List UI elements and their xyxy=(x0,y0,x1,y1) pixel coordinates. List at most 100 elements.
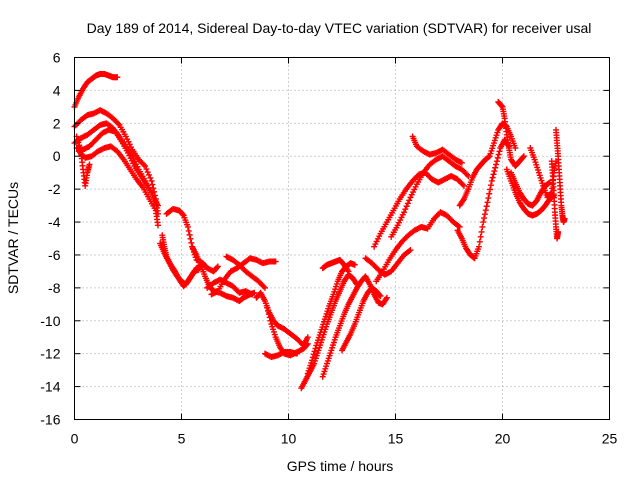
series-arc-17 xyxy=(298,271,360,392)
data-point xyxy=(406,197,413,204)
series-arc-16 xyxy=(261,349,301,360)
series-arc-22 xyxy=(362,247,414,278)
y-tick-label: -6 xyxy=(48,247,61,263)
series-arc-34 xyxy=(548,158,562,242)
data-point xyxy=(114,74,121,81)
data-point xyxy=(486,190,493,197)
data-point xyxy=(377,293,384,300)
data-point xyxy=(484,199,491,206)
y-axis-title: SDTVAR / TECUs xyxy=(5,182,21,294)
data-point xyxy=(512,145,519,151)
data-point xyxy=(272,258,279,265)
data-point xyxy=(460,182,467,189)
data-point xyxy=(310,351,317,358)
data-point xyxy=(376,292,383,299)
data-point xyxy=(145,171,152,178)
y-tick-label: -4 xyxy=(48,214,61,230)
data-point xyxy=(144,169,151,176)
data-point xyxy=(456,223,463,230)
data-point xyxy=(179,211,186,218)
data-point xyxy=(214,263,221,270)
y-tick-label: -12 xyxy=(40,346,60,362)
data-point xyxy=(496,148,503,155)
data-point xyxy=(86,161,93,168)
data-point xyxy=(406,248,413,255)
data-point xyxy=(480,219,487,226)
data-point xyxy=(494,154,501,161)
data-point xyxy=(383,294,390,301)
plot-frame xyxy=(74,57,610,420)
data-point xyxy=(186,231,193,238)
chart-title: Day 189 of 2014, Sidereal Day-to-day VTE… xyxy=(87,20,592,36)
data-point xyxy=(455,222,462,229)
data-point xyxy=(304,340,311,347)
data-point xyxy=(345,268,352,275)
data-point xyxy=(482,207,489,214)
series-arc-26 xyxy=(409,133,465,166)
x-tick-label: 0 xyxy=(71,431,79,447)
y-tick-labels: 6 4 2 0 -2 -4 -6 -8 -10 -12 -14 -16 xyxy=(40,50,60,428)
data-point xyxy=(142,163,149,170)
data-point xyxy=(476,238,483,245)
series-arc-9 xyxy=(157,240,202,288)
data-point xyxy=(477,233,484,240)
data-point xyxy=(481,211,488,218)
data-point xyxy=(249,291,256,298)
data-point xyxy=(475,243,482,250)
series-arc-33 xyxy=(553,126,568,226)
data-point xyxy=(520,154,527,161)
data-point xyxy=(492,164,499,171)
data-point xyxy=(403,203,410,210)
y-tick-label: -8 xyxy=(48,280,61,296)
x-tick-label: 15 xyxy=(388,431,404,447)
x-tick-label: 5 xyxy=(178,431,186,447)
axis-ticks xyxy=(74,57,610,420)
data-point xyxy=(489,174,496,181)
x-tick-label: 20 xyxy=(495,431,511,447)
y-tick-label: 2 xyxy=(53,115,61,131)
series-arc-12 xyxy=(208,255,279,298)
data-point xyxy=(520,153,527,160)
data-point xyxy=(485,195,492,202)
data-point xyxy=(309,357,316,364)
data-point xyxy=(493,161,500,168)
series-arc-29 xyxy=(495,98,527,170)
data-point xyxy=(491,168,498,175)
data-point xyxy=(149,181,156,188)
data-point xyxy=(498,102,505,109)
data-point xyxy=(143,166,150,173)
data-point xyxy=(265,311,272,318)
data-point xyxy=(187,235,194,242)
y-tick-label: 4 xyxy=(53,82,61,98)
data-point xyxy=(487,182,494,189)
data-point xyxy=(458,159,465,166)
data-point xyxy=(490,171,497,178)
y-tick-label: -2 xyxy=(48,181,61,197)
series-arc-13 xyxy=(223,253,268,291)
x-tick-label: 10 xyxy=(281,431,297,447)
data-point xyxy=(479,223,486,230)
y-tick-label: 0 xyxy=(53,148,61,164)
series-arc-23 xyxy=(373,209,463,285)
data-point xyxy=(154,222,161,229)
series-arc-21 xyxy=(339,284,384,354)
data-point xyxy=(148,177,155,184)
x-axis-title: GPS time / hours xyxy=(287,458,394,474)
data-point xyxy=(309,354,316,361)
data-point xyxy=(312,345,319,352)
data-point xyxy=(185,227,192,234)
data-point xyxy=(407,247,414,254)
data-point xyxy=(483,203,490,210)
series-arc-1 xyxy=(71,70,121,110)
x-tick-label: 25 xyxy=(602,431,618,447)
data-point xyxy=(311,348,318,355)
series-arc-6 xyxy=(75,143,161,229)
y-tick-label: -16 xyxy=(40,412,60,428)
data-point xyxy=(478,228,485,235)
data-point xyxy=(404,200,411,207)
data-point xyxy=(495,151,502,158)
data-point xyxy=(561,215,568,222)
data-point xyxy=(294,350,301,357)
data-point xyxy=(481,215,488,222)
